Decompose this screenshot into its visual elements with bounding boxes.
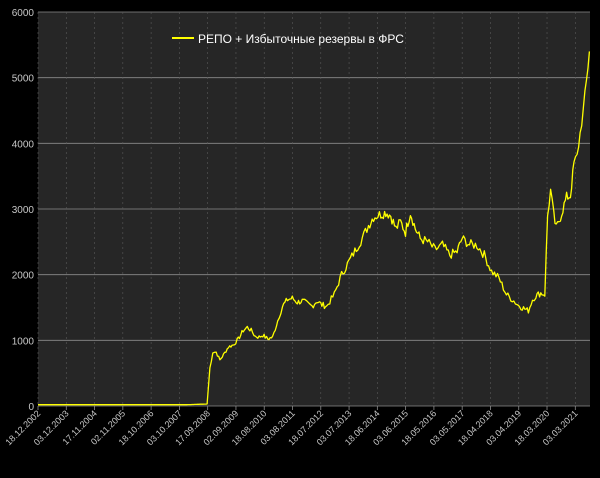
series-line-0 xyxy=(38,51,591,406)
x-tick-marks xyxy=(37,12,576,410)
y-tick-label: 1000 xyxy=(12,336,35,347)
series-layer xyxy=(38,51,591,406)
legend: РЕПО + Избыточные резервы в ФРС xyxy=(172,32,404,46)
y-tick-label: 0 xyxy=(28,402,34,413)
y-tick-label: 2000 xyxy=(12,271,35,282)
y-axis: 0 1000 2000 3000 4000 5000 6000 xyxy=(12,8,35,413)
y-tick-label: 4000 xyxy=(12,139,35,150)
legend-label: РЕПО + Избыточные резервы в ФРС xyxy=(198,32,404,46)
y-tick-label: 3000 xyxy=(12,205,35,216)
y-tick-label: 6000 xyxy=(12,8,35,19)
y-tick-label: 5000 xyxy=(12,74,35,85)
